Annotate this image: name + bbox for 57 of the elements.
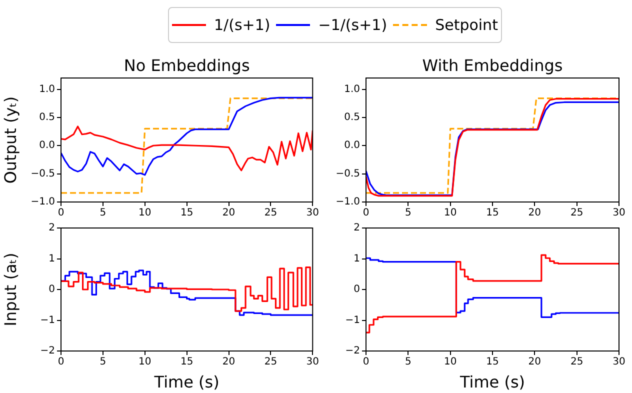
y-tick-label: −0.5 bbox=[336, 168, 360, 180]
x-axis-title: Time (s) bbox=[153, 372, 220, 392]
legend-label: −1/(s+1) bbox=[318, 16, 388, 34]
x-tick-label: 0 bbox=[58, 208, 64, 219]
x-tick-label: 30 bbox=[306, 208, 320, 219]
x-tick-label: 0 bbox=[58, 356, 64, 368]
y-tick-label: −1.0 bbox=[30, 196, 55, 208]
x-tick-label: 10 bbox=[444, 208, 457, 219]
x-tick-label: 20 bbox=[528, 356, 542, 368]
x-tick-label: 25 bbox=[570, 208, 584, 219]
y-tick-label: 1 bbox=[354, 253, 360, 264]
y-tick-label: 0 bbox=[354, 284, 360, 296]
x-tick-label: 5 bbox=[404, 356, 412, 368]
y-tick-label: 2 bbox=[354, 222, 360, 234]
x-tick-label: 15 bbox=[486, 356, 499, 368]
y-tick-label: 1.0 bbox=[344, 84, 360, 95]
x-tick-label: 0 bbox=[362, 208, 370, 219]
y-tick-label: 0.5 bbox=[344, 112, 360, 124]
x-tick-label: 15 bbox=[180, 208, 194, 219]
x-tick-label: 30 bbox=[306, 356, 320, 368]
x-tick-label: 20 bbox=[222, 208, 236, 219]
y-tick-label: −1 bbox=[40, 314, 55, 326]
x-tick-label: 5 bbox=[100, 208, 106, 219]
y-tick-label: −2 bbox=[40, 346, 55, 357]
y-tick-label: −1.0 bbox=[336, 196, 360, 208]
chart-title: With Embeddings bbox=[422, 56, 563, 76]
y-tick-label: 0.5 bbox=[39, 112, 55, 124]
x-tick-label: 30 bbox=[612, 356, 626, 368]
x-axis-title: Time (s) bbox=[458, 372, 526, 392]
y-tick-label: 1 bbox=[48, 253, 55, 264]
y-tick-label: −0.5 bbox=[30, 168, 55, 180]
y-tick-label: 0 bbox=[48, 284, 55, 296]
y-tick-label: 0.0 bbox=[39, 140, 55, 152]
x-tick-label: 30 bbox=[612, 208, 626, 219]
x-tick-label: 20 bbox=[528, 208, 542, 219]
legend-label: Setpoint bbox=[435, 16, 498, 34]
x-tick-label: 15 bbox=[486, 208, 499, 219]
x-tick-label: 25 bbox=[570, 356, 584, 368]
x-tick-label: 25 bbox=[264, 356, 278, 368]
x-tick-label: 20 bbox=[222, 356, 236, 368]
y-tick-label: 1.0 bbox=[39, 84, 55, 95]
x-tick-label: 10 bbox=[138, 208, 152, 219]
y-tick-label: −1 bbox=[345, 314, 360, 326]
x-tick-label: 0 bbox=[362, 356, 370, 368]
x-tick-label: 5 bbox=[404, 208, 412, 219]
x-tick-label: 25 bbox=[264, 208, 278, 219]
legend-label: 1/(s+1) bbox=[214, 16, 270, 34]
y-tick-label: −2 bbox=[345, 346, 360, 357]
x-tick-label: 15 bbox=[180, 356, 194, 368]
x-tick-label: 5 bbox=[100, 356, 106, 368]
y-axis-title: Input (aₜ) bbox=[0, 252, 20, 326]
y-tick-label: 0.0 bbox=[344, 140, 360, 152]
chart-title: No Embeddings bbox=[124, 56, 250, 76]
x-tick-label: 10 bbox=[444, 356, 457, 368]
y-axis-title: Output (yₜ) bbox=[0, 96, 20, 184]
x-tick-label: 10 bbox=[138, 356, 152, 368]
y-tick-label: 2 bbox=[48, 222, 55, 234]
